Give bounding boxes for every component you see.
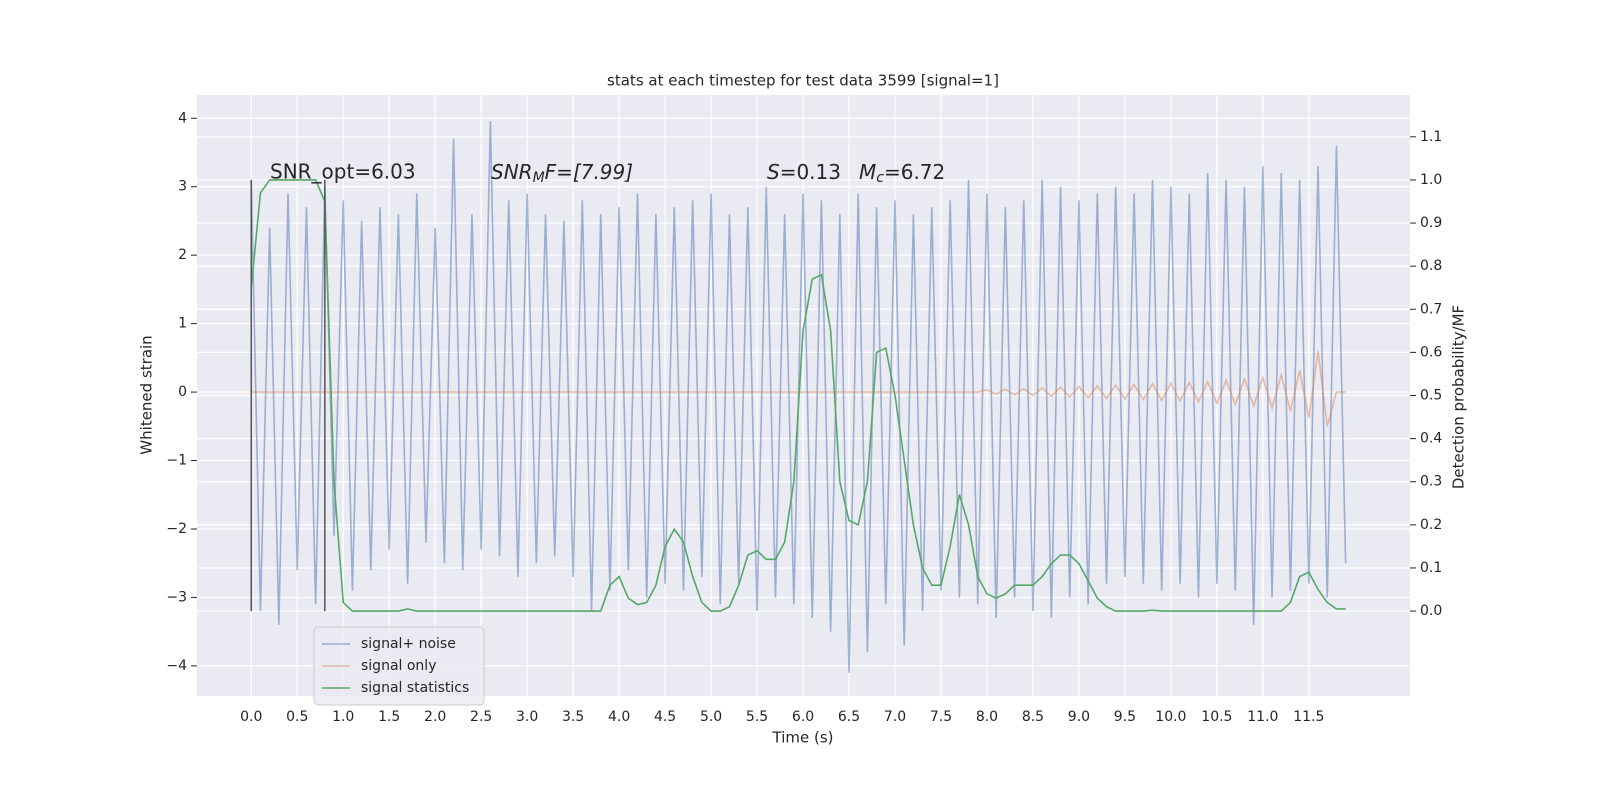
series-line: [251, 350, 1346, 427]
x-tick-label: 1.0: [332, 709, 354, 725]
x-tick-label: 5.0: [700, 709, 722, 725]
x-tick-label: 3.5: [562, 709, 584, 725]
y2-tick-label: 0.9: [1420, 215, 1442, 231]
annotation-sub: M: [533, 170, 545, 186]
annotation: SNRMF=[7.99]: [491, 160, 633, 187]
x-tick-label: 0.5: [286, 709, 308, 725]
series-line: [250, 179, 1346, 612]
x-tick-label: 9.0: [1068, 709, 1090, 725]
y-tick-label: −1: [166, 453, 187, 469]
x-tick-label: 9.5: [1114, 709, 1136, 725]
y-tick-label: 1: [178, 316, 187, 332]
legend-label: signal statistics: [361, 680, 469, 696]
x-tick-label: 11.5: [1293, 709, 1324, 725]
x-tick-label: 10.0: [1155, 709, 1186, 725]
y-tick-label: 4: [178, 110, 187, 126]
annotation-part: M: [859, 160, 876, 184]
y2-tick-label: 0.2: [1420, 517, 1442, 533]
legend-label: signal+ noise: [361, 636, 456, 652]
annotation-part: =6.72: [884, 160, 945, 184]
annotation-sub: c: [876, 170, 884, 186]
y2-tick-label: 0.0: [1420, 603, 1442, 619]
y-tick-label: −4: [166, 658, 187, 674]
x-tick-label: 11.0: [1247, 709, 1278, 725]
y2-axis-label: Detection probability/MF: [1450, 305, 1468, 489]
annotation: S=0.13 Mc=6.72: [767, 160, 945, 187]
legend-box: [313, 626, 485, 706]
annotation-part: S: [767, 160, 780, 184]
y2-tick-label: 0.4: [1420, 431, 1442, 447]
x-tick-label: 6.5: [838, 709, 860, 725]
y2-tick-label: 0.3: [1420, 474, 1442, 490]
y2-tick-label: 0.5: [1420, 388, 1442, 404]
x-tick-label: 4.0: [608, 709, 630, 725]
annotation: SNR_opt=6.03: [270, 160, 416, 184]
legend: signal+ noise signal only signal statistic…: [313, 626, 485, 706]
legend-label: signal only: [361, 658, 436, 674]
y-axis-label: Whitened strain: [138, 335, 156, 454]
x-axis-label: Time (s): [772, 729, 834, 747]
x-tick-label: 0.0: [240, 709, 262, 725]
x-tick-label: 7.0: [884, 709, 906, 725]
y-tick-label: −3: [166, 589, 187, 605]
annotation-part: SNR: [491, 160, 533, 184]
x-tick-label: 1.5: [378, 709, 400, 725]
x-tick-label: 3.0: [516, 709, 538, 725]
x-tick-label: 5.5: [746, 709, 768, 725]
y-tick-label: 3: [178, 179, 187, 195]
y2-tick-label: 1.0: [1420, 172, 1442, 188]
y2-tick-label: 0.8: [1420, 258, 1442, 274]
x-tick-label: 7.5: [930, 709, 952, 725]
chart-title: stats at each timestep for test data 359…: [607, 72, 999, 90]
y-tick-label: 0: [178, 384, 187, 400]
annotation-part: F=[7.99]: [545, 160, 633, 184]
y2-tick-label: 0.7: [1420, 301, 1442, 317]
x-tick-label: 8.0: [976, 709, 998, 725]
x-tick-label: 2.5: [470, 709, 492, 725]
x-tick-label: 8.5: [1022, 709, 1044, 725]
x-tick-label: 4.5: [654, 709, 676, 725]
x-tick-label: 6.0: [792, 709, 814, 725]
y2-tick-label: 0.1: [1420, 560, 1442, 576]
x-tick-label: 10.5: [1201, 709, 1232, 725]
y-tick-label: 2: [178, 247, 187, 263]
y2-tick-label: 1.1: [1420, 129, 1442, 145]
y2-tick-label: 0.6: [1420, 344, 1442, 360]
annotation-part: =0.13: [780, 160, 841, 184]
x-tick-label: 2.0: [424, 709, 446, 725]
y-tick-label: −2: [166, 521, 187, 537]
plot-layer: [197, 95, 1410, 696]
